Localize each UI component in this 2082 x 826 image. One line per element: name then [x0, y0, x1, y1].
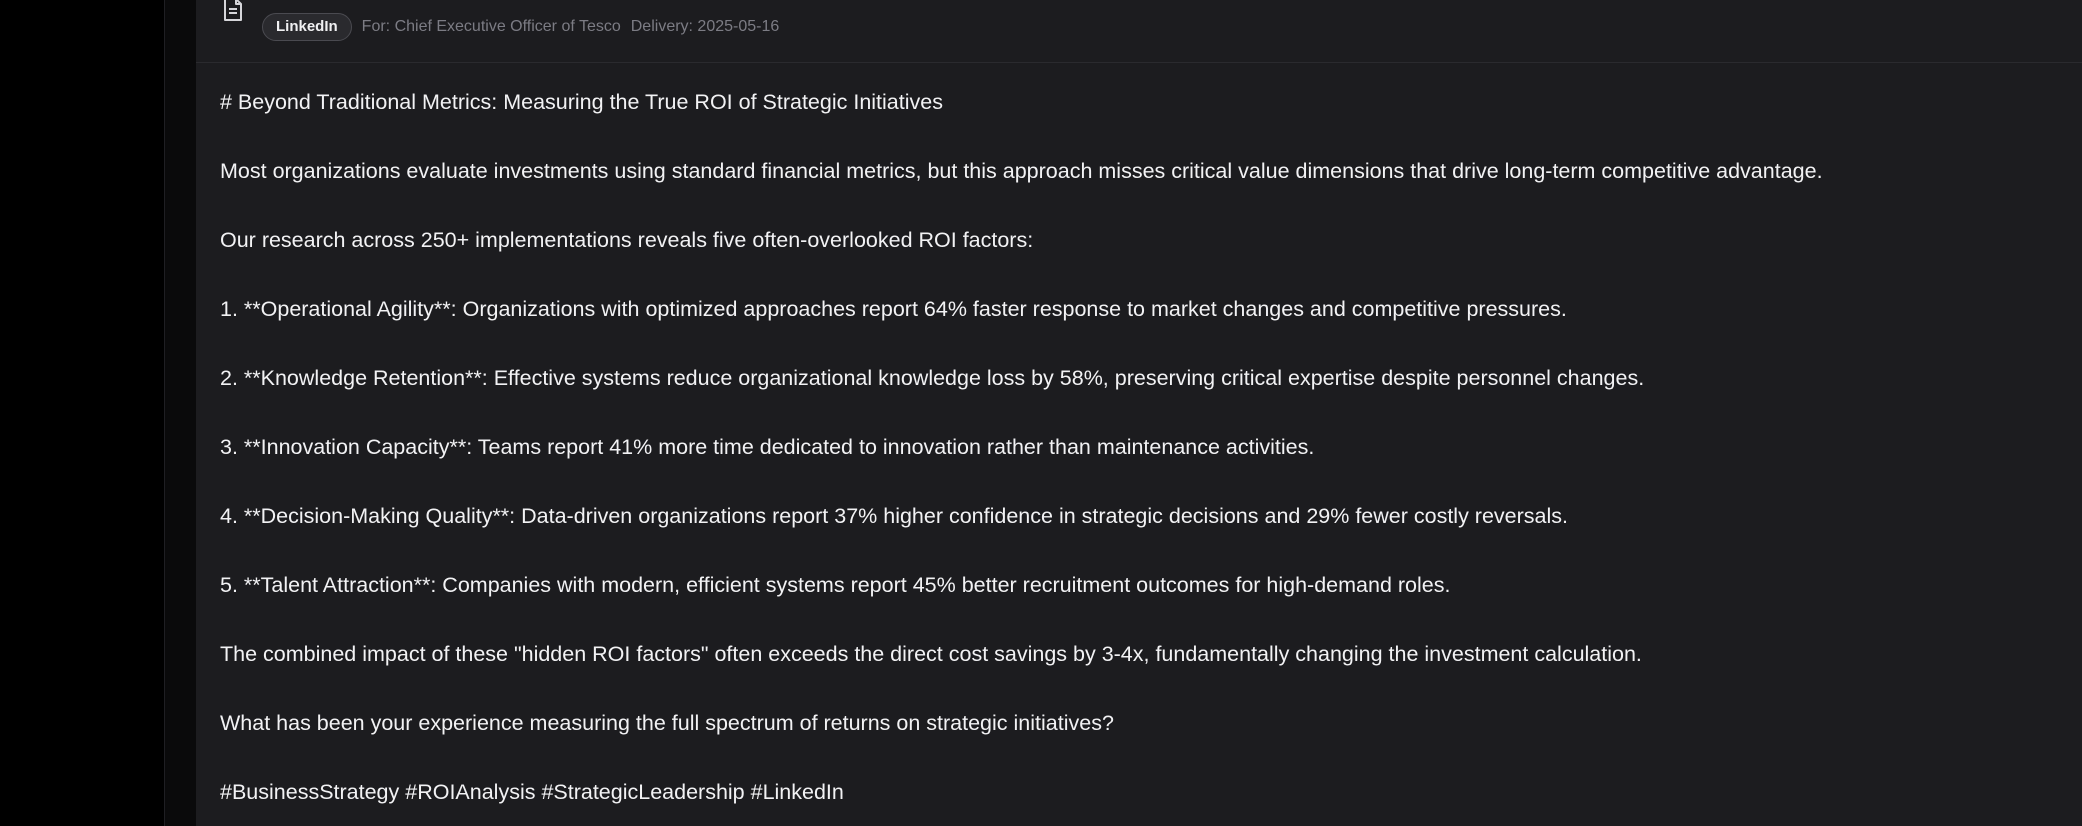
platform-badge: LinkedIn — [262, 13, 352, 41]
post-list-item: 1. **Operational Agility**: Organization… — [220, 297, 1567, 321]
audience-label: For: Chief Executive Officer of Tesco — [361, 18, 621, 35]
post-body: # Beyond Traditional Metrics: Measuring … — [220, 86, 2060, 826]
content-gutter — [165, 0, 196, 826]
post-paragraph: The combined impact of these "hidden ROI… — [220, 642, 1642, 666]
post-paragraph: Most organizations evaluate investments … — [220, 159, 1823, 183]
post-list-item: 3. **Innovation Capacity**: Teams report… — [220, 435, 1315, 459]
post-card-header: LinkedIn For: Chief Executive Officer of… — [196, 0, 2082, 63]
document-icon — [222, 0, 244, 22]
post-question: What has been your experience measuring … — [220, 711, 1114, 735]
left-sidebar — [0, 0, 165, 826]
post-list-item: 4. **Decision-Making Quality**: Data-dri… — [220, 504, 1569, 528]
post-paragraph: Our research across 250+ implementations… — [220, 228, 1034, 252]
post-hashtags: #BusinessStrategy #ROIAnalysis #Strategi… — [220, 780, 844, 804]
post-list-item: 2. **Knowledge Retention**: Effective sy… — [220, 366, 1645, 390]
post-title-clipped — [258, 0, 858, 2]
post-card: LinkedIn For: Chief Executive Officer of… — [196, 0, 2082, 826]
post-meta-row: LinkedIn For: Chief Executive Officer of… — [262, 12, 779, 42]
post-heading: # Beyond Traditional Metrics: Measuring … — [220, 90, 943, 114]
delivery-date-label: Delivery: 2025-05-16 — [630, 18, 780, 35]
post-list-item: 5. **Talent Attraction**: Companies with… — [220, 573, 1451, 597]
